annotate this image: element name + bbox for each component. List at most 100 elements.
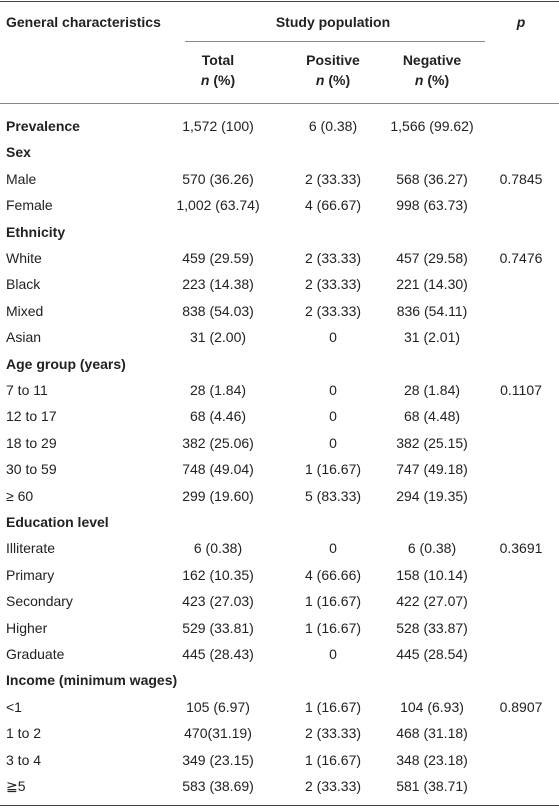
column-var: n bbox=[315, 72, 325, 88]
cell: 2 (33.33) bbox=[304, 725, 362, 742]
cell: 104 (6.93) bbox=[400, 698, 464, 715]
cell: 1 (16.67) bbox=[304, 619, 362, 636]
row-label: Mixed bbox=[6, 302, 44, 319]
cell: 457 (29.58) bbox=[396, 250, 468, 266]
cell: 4 (66.66) bbox=[304, 566, 362, 583]
row-label: 7 to 11 bbox=[6, 382, 48, 398]
cell: 1 (16.67) bbox=[304, 461, 362, 478]
cell: 31 (2.00) bbox=[189, 329, 247, 346]
cell: 422 (27.07) bbox=[396, 593, 468, 610]
cell: 2 (33.33) bbox=[304, 778, 362, 794]
cell: 1 (16.67) bbox=[304, 593, 362, 610]
cell: 382 (25.06) bbox=[182, 434, 254, 451]
column-unit: (%) bbox=[328, 72, 351, 88]
cell: 223 (14.38) bbox=[182, 276, 254, 293]
cell: 68 (4.46) bbox=[189, 408, 247, 425]
cell: 838 (54.03) bbox=[182, 302, 254, 319]
column-unit-line: n (%) bbox=[316, 71, 350, 89]
cell: 1,566 (99.62) bbox=[390, 118, 474, 134]
cell: 470(31.19) bbox=[184, 725, 252, 742]
section-title: Education level bbox=[6, 514, 109, 530]
cell: 0 bbox=[329, 646, 337, 662]
row-label: ≧5 bbox=[6, 778, 26, 794]
row-label: Secondary bbox=[6, 593, 73, 610]
header-rule bbox=[0, 103, 559, 104]
column-var: n bbox=[200, 72, 210, 88]
row-label: 12 to 17 bbox=[6, 408, 57, 425]
cell: 0 bbox=[329, 329, 337, 346]
cell: 445 (28.54) bbox=[396, 646, 468, 662]
header-group: Study population bbox=[275, 14, 391, 30]
cell: 2 (33.33) bbox=[304, 250, 362, 266]
row-label: Asian bbox=[6, 329, 42, 346]
cell: 31 (2.01) bbox=[403, 329, 461, 346]
cell: 459 (29.59) bbox=[182, 250, 254, 266]
column-unit: (%) bbox=[213, 72, 236, 88]
cell: 2 (33.33) bbox=[304, 170, 362, 187]
cell: 382 (25.15) bbox=[396, 434, 468, 451]
cell: 0 bbox=[329, 382, 337, 398]
cell: 348 (23.18) bbox=[396, 751, 468, 768]
column-title: Total bbox=[201, 52, 235, 68]
group-rule bbox=[185, 41, 485, 42]
row-label: Male bbox=[6, 170, 37, 187]
section-title: Prevalence bbox=[6, 118, 80, 134]
cell: 4 (66.67) bbox=[304, 197, 362, 214]
cell: 1,572 (100) bbox=[182, 118, 254, 134]
header-p: p bbox=[516, 14, 526, 30]
row-label: 1 to 2 bbox=[6, 725, 42, 742]
cell: 568 (36.27) bbox=[396, 170, 468, 187]
section-title: Ethnicity bbox=[6, 223, 66, 240]
row-label: 30 to 59 bbox=[6, 461, 57, 478]
cell: 445 (28.43) bbox=[182, 646, 254, 662]
cell: 1,002 (63.74) bbox=[176, 197, 260, 214]
p-value: 0.7476 bbox=[499, 250, 543, 266]
cell: 349 (23.15) bbox=[182, 751, 254, 768]
row-label: Primary bbox=[6, 566, 55, 583]
cell: 998 (63.73) bbox=[396, 197, 468, 214]
row-label: Graduate bbox=[6, 646, 65, 662]
row-label: Illiterate bbox=[6, 540, 56, 557]
row-label: White bbox=[6, 250, 42, 266]
cell: 528 (33.87) bbox=[396, 619, 468, 636]
column-title: Positive bbox=[306, 52, 360, 68]
cell: 158 (10.14) bbox=[396, 566, 468, 583]
cell: 1 (16.67) bbox=[304, 698, 362, 715]
cell: 0 bbox=[329, 434, 337, 451]
cell: 2 (33.33) bbox=[304, 302, 362, 319]
column-title: Negative bbox=[402, 52, 462, 68]
cell: 2 (33.33) bbox=[304, 276, 362, 293]
header-characteristics: General characteristics bbox=[6, 14, 161, 30]
cell: 105 (6.97) bbox=[186, 698, 250, 715]
cell: 6 (0.38) bbox=[308, 118, 358, 134]
column-unit: (%) bbox=[427, 72, 450, 88]
cell: 1 (16.67) bbox=[304, 751, 362, 768]
cell: 5 (83.33) bbox=[304, 487, 362, 504]
row-label: ≥ 60 bbox=[6, 487, 34, 504]
section-title: Income (minimum wages) bbox=[6, 672, 178, 689]
cell: 6 (0.38) bbox=[407, 540, 457, 557]
cell: 570 (36.26) bbox=[182, 170, 254, 187]
section-title: Age group (years) bbox=[6, 355, 126, 372]
cell: 0 bbox=[329, 540, 337, 557]
row-label: Black bbox=[6, 276, 41, 293]
cell: 468 (31.18) bbox=[396, 725, 468, 742]
column-unit-line: n (%) bbox=[415, 71, 449, 89]
cell: 162 (10.35) bbox=[182, 566, 254, 583]
cell: 28 (1.84) bbox=[403, 382, 461, 398]
row-label: <1 bbox=[6, 698, 22, 715]
cell: 28 (1.84) bbox=[189, 382, 247, 398]
p-value: 0.7845 bbox=[499, 170, 543, 187]
row-label: 18 to 29 bbox=[6, 434, 57, 451]
bottom-rule bbox=[0, 805, 559, 806]
row-label: Female bbox=[6, 197, 53, 214]
column-unit-line: n (%) bbox=[201, 71, 235, 89]
row-label: 3 to 4 bbox=[6, 751, 42, 768]
section-title: Sex bbox=[6, 144, 31, 161]
p-value: 0.8907 bbox=[499, 698, 543, 715]
column-var: n bbox=[414, 72, 424, 88]
cell: 299 (19.60) bbox=[182, 487, 254, 504]
cell: 423 (27.03) bbox=[182, 593, 254, 610]
cell: 836 (54.11) bbox=[396, 302, 468, 319]
p-value: 0.1107 bbox=[500, 382, 542, 398]
